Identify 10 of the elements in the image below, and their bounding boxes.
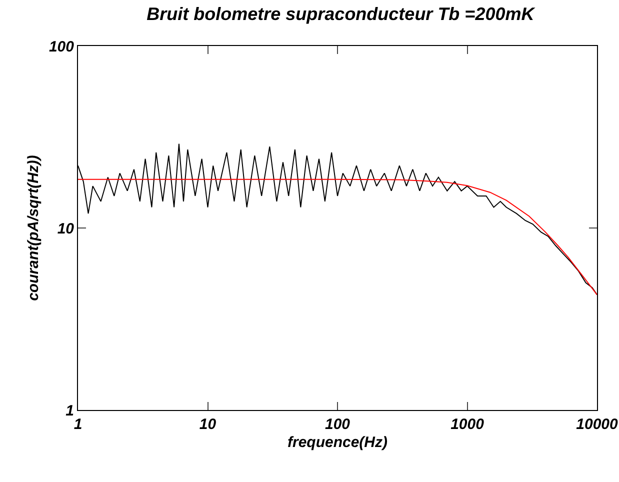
x-tick-label: 100 <box>324 416 351 433</box>
y-tick-label: 1 <box>66 402 74 420</box>
x-tick-label: 10 <box>199 416 217 433</box>
chart-title: Bruit bolometre supraconducteur Tb =200mK <box>146 4 536 24</box>
y-tick-label: 100 <box>48 38 75 56</box>
y-tick-label: 10 <box>57 220 75 238</box>
x-axis-title: frequence(Hz) <box>287 434 388 451</box>
y-axis-title: courant(pA/sqrt(Hz)) <box>25 155 42 301</box>
x-tick-label: 1000 <box>450 416 485 433</box>
x-tick-label: 10000 <box>576 416 619 433</box>
